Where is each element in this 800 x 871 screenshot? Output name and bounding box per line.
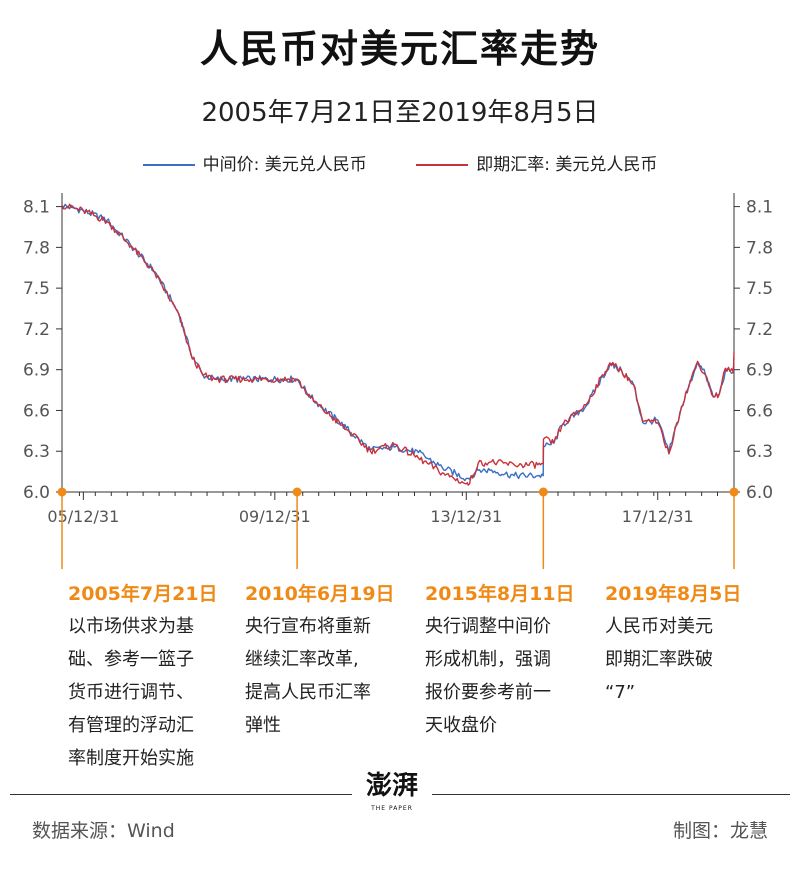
- legend-item-spot: 即期汇率: 美元兑人民币: [416, 150, 657, 175]
- legend-swatch-mid: [142, 164, 195, 166]
- x-tick-label: 09/12/31: [239, 507, 311, 526]
- y-tick-label-left: 7.8: [23, 238, 50, 258]
- event-marker-dot: [57, 487, 67, 497]
- event-description-line: 以市场供求为基: [68, 616, 194, 637]
- y-tick-label-right: 7.2: [746, 320, 773, 340]
- y-tick-label-left: 6.9: [23, 361, 50, 381]
- event-date: 2019年8月5日: [605, 583, 742, 605]
- event-annotation: 2015年8月11日 央行调整中间价 形成机制，强调 报价要参考前一 天收盘价: [425, 580, 575, 742]
- y-tick-label-right: 8.1: [746, 198, 773, 218]
- event-description-line: 人民币对美元: [605, 616, 713, 637]
- y-tick-label-right: 6.6: [746, 401, 773, 421]
- x-tick-label: 05/12/31: [47, 507, 119, 526]
- event-date: 2010年6月19日: [245, 583, 395, 605]
- series-line-mid: [61, 203, 735, 482]
- logo-subtext: THE PAPER: [371, 805, 413, 812]
- event-marker-dot: [292, 487, 302, 497]
- event-description-line: 天收盘价: [425, 715, 497, 736]
- logo-text: 澎湃: [365, 771, 418, 801]
- event-description-line: 弹性: [245, 715, 281, 736]
- the-paper-logo: 澎湃 THE PAPER: [352, 766, 432, 818]
- event-date: 2005年7月21日: [68, 583, 218, 605]
- y-tick-label-right: 7.8: [746, 238, 773, 258]
- event-marker-dot: [538, 487, 548, 497]
- event-description-line: 形成机制，强调: [425, 649, 551, 670]
- event-description-line: 有管理的浮动汇: [68, 715, 194, 736]
- event-date: 2015年8月11日: [425, 583, 575, 605]
- y-tick-label-right: 6.0: [746, 483, 773, 503]
- y-tick-label-left: 7.5: [23, 279, 50, 299]
- event-description-line: 央行宣布将重新: [245, 616, 371, 637]
- legend-label-spot: 即期汇率: 美元兑人民币: [476, 155, 658, 175]
- event-description-line: 率制度开始实施: [68, 748, 194, 769]
- y-tick-label-right: 7.5: [746, 279, 773, 299]
- exchange-rate-chart: 8.1 8.1 7.8 7.8 7.5 7.5 7.2 7.2 6.9 6.9 6.6 6.6 6.3 6…: [23, 193, 773, 569]
- event-marker-dot: [729, 487, 739, 497]
- event-description-line: 报价要参考前一: [425, 682, 551, 703]
- event-description-line: 提高人民币汇率: [245, 682, 371, 703]
- chart-title-text: 人民币对美元汇率走势: [199, 27, 600, 71]
- legend-item-mid: 中间价: 美元兑人民币: [142, 150, 367, 175]
- legend-label-mid: 中间价: 美元兑人民币: [202, 155, 367, 175]
- y-tick-label-left: 6.6: [23, 401, 50, 421]
- y-tick-label-right: 6.9: [746, 361, 773, 381]
- chart-subtitle: 2005年7月21日至2019年8月5日: [201, 98, 599, 128]
- event-annotation: 2005年7月21日 以市场供求为基 础、参考一篮子 货币进行调节、 有管理的浮动汇 率制…: [68, 580, 218, 775]
- event-description-line: 继续汇率改革,: [245, 649, 359, 670]
- event-description-line: “7”: [605, 682, 636, 703]
- y-tick-label-left: 6.3: [23, 442, 50, 462]
- chart-author: 制图：龙慧: [672, 820, 768, 842]
- x-tick-label: 17/12/31: [622, 507, 694, 526]
- event-annotation: 2019年8月5日 人民币对美元 即期汇率跌破 “7”: [605, 580, 741, 709]
- legend: 中间价: 美元兑人民币 即期汇率: 美元兑人民币: [0, 150, 800, 175]
- event-description-line: 央行调整中间价: [425, 616, 551, 637]
- event-description-line: 即期汇率跌破: [605, 649, 713, 670]
- x-tick-label: 13/12/31: [430, 507, 502, 526]
- event-description-line: 础、参考一篮子: [68, 649, 194, 670]
- legend-swatch-spot: [416, 164, 469, 166]
- data-source: 数据来源：Wind: [32, 820, 175, 842]
- y-tick-label-right: 6.3: [746, 442, 773, 462]
- series-line-spot: [61, 203, 735, 486]
- event-annotation: 2010年6月19日 央行宣布将重新 继续汇率改革, 提高人民币汇率 弹性: [245, 580, 395, 742]
- y-tick-label-left: 6.0: [23, 483, 50, 503]
- event-description-line: 货币进行调节、: [68, 682, 194, 703]
- y-tick-label-left: 7.2: [23, 320, 50, 340]
- y-tick-label-left: 8.1: [23, 198, 50, 218]
- chart-title: 人民币对美元汇率走势: [193, 18, 606, 73]
- title-block: 人民币对美元汇率走势: [0, 18, 800, 73]
